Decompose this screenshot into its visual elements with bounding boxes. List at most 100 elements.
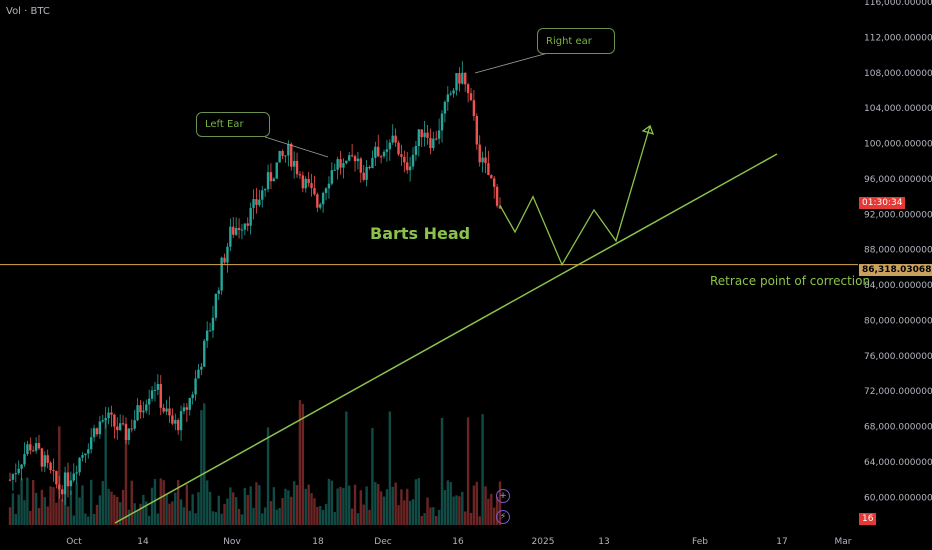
volume-bar <box>81 485 84 525</box>
volume-bar <box>171 501 174 525</box>
price-chart[interactable] <box>0 0 858 530</box>
candle-body <box>121 423 125 425</box>
candle-body <box>124 423 128 440</box>
candle-body <box>8 479 12 481</box>
candle-body <box>52 470 55 472</box>
volume-bar <box>191 494 194 525</box>
volume-bar <box>313 498 316 525</box>
candle-body <box>95 428 99 435</box>
time-axis[interactable]: Oct 14 Nov 18 Dec 16 2025 13 Feb 17 Mar <box>0 530 858 550</box>
volume-bar <box>400 489 403 525</box>
volume-bar <box>147 515 151 525</box>
volume-indicator-label[interactable]: Vol · BTC <box>6 6 50 17</box>
right-ear-callout[interactable]: Right ear <box>537 28 615 54</box>
volume-bar <box>432 507 435 525</box>
price-tick-label: 60,000.000000 <box>864 493 932 503</box>
candle-body <box>110 412 113 415</box>
candle-body <box>255 199 258 206</box>
volume-bar <box>287 490 290 525</box>
volume-bar <box>292 481 296 525</box>
volume-bar <box>350 508 354 525</box>
candle-body <box>281 150 284 156</box>
volume-bar <box>290 496 293 525</box>
lightning-circle-icon[interactable]: ⚡ <box>496 510 510 524</box>
candle-body <box>440 113 444 131</box>
candle-body <box>290 143 293 167</box>
candle-body <box>307 178 310 184</box>
volume-bar <box>232 492 235 525</box>
candle-body <box>301 175 305 189</box>
volume-bar <box>429 507 432 525</box>
price-axis[interactable]: 116,000.000000 112,000.000000 108,000.0000… <box>858 0 932 530</box>
volume-bar <box>162 480 165 525</box>
time-tick-label: 13 <box>598 537 609 547</box>
volume-bars <box>8 400 502 525</box>
volume-bar <box>110 491 113 525</box>
plus-circle-icon[interactable]: + <box>496 489 510 503</box>
volume-bar <box>377 483 380 525</box>
candle-body <box>194 378 197 395</box>
volume-bar <box>333 512 336 525</box>
volume-bar <box>275 509 278 525</box>
candle-body <box>89 437 93 450</box>
candle-body <box>310 183 313 189</box>
candle-body <box>272 178 276 182</box>
volume-bar <box>298 400 302 525</box>
time-tick-label: 14 <box>137 537 149 547</box>
candle-body <box>55 470 58 485</box>
time-tick-label: 2025 <box>532 537 555 547</box>
volume-bar <box>397 505 400 525</box>
volume-bar <box>455 495 458 525</box>
candle-body <box>220 257 223 291</box>
candle-body <box>406 162 409 171</box>
candle-body <box>266 172 270 190</box>
candlesticks <box>8 61 502 506</box>
support-trendline <box>114 153 778 524</box>
volume-bar <box>481 414 484 525</box>
candle-body <box>174 420 177 424</box>
volume-bar <box>490 493 493 525</box>
candle-body <box>481 157 484 163</box>
volume-bar <box>362 504 365 525</box>
volume-bar <box>365 486 368 525</box>
candle-body <box>246 223 249 226</box>
volume-bar <box>403 500 406 525</box>
candle-body <box>31 450 35 452</box>
volume-bar <box>20 478 23 525</box>
volume-bar <box>60 499 64 525</box>
volume-bar <box>420 516 423 525</box>
candle-body <box>379 156 383 158</box>
volume-bar <box>133 503 136 525</box>
price-tick-label: 64,000.000000 <box>864 458 932 468</box>
candle-body <box>466 84 470 94</box>
candle-body <box>287 143 290 156</box>
volume-bar <box>310 493 313 525</box>
volume-bar <box>49 486 52 525</box>
candle-body <box>223 257 226 263</box>
volume-bar <box>417 478 421 525</box>
volume-bar <box>78 497 81 525</box>
volume-bar <box>208 491 212 525</box>
candle-body <box>429 138 432 149</box>
volume-bar <box>440 417 444 525</box>
volume-bar <box>43 497 46 525</box>
volume-bar <box>371 427 374 525</box>
candle-body <box>275 162 278 179</box>
candle-body <box>60 489 64 495</box>
volume-bar <box>29 510 32 525</box>
candle-body <box>87 449 90 454</box>
volume-bar <box>26 477 29 525</box>
left-ear-callout[interactable]: Left Ear <box>196 112 270 137</box>
volume-bar <box>258 485 261 525</box>
candle-body <box>455 73 458 91</box>
candle-body <box>411 154 415 167</box>
volume-bar <box>185 484 189 525</box>
candle-body <box>162 407 165 412</box>
volume-bar <box>466 417 470 525</box>
candle-body <box>324 188 328 193</box>
candle-body <box>78 457 81 473</box>
candle-body <box>72 473 75 481</box>
volume-bar <box>461 491 464 525</box>
current-price-tag: 86,318.030682 <box>859 264 932 276</box>
volume-bar <box>214 512 218 525</box>
